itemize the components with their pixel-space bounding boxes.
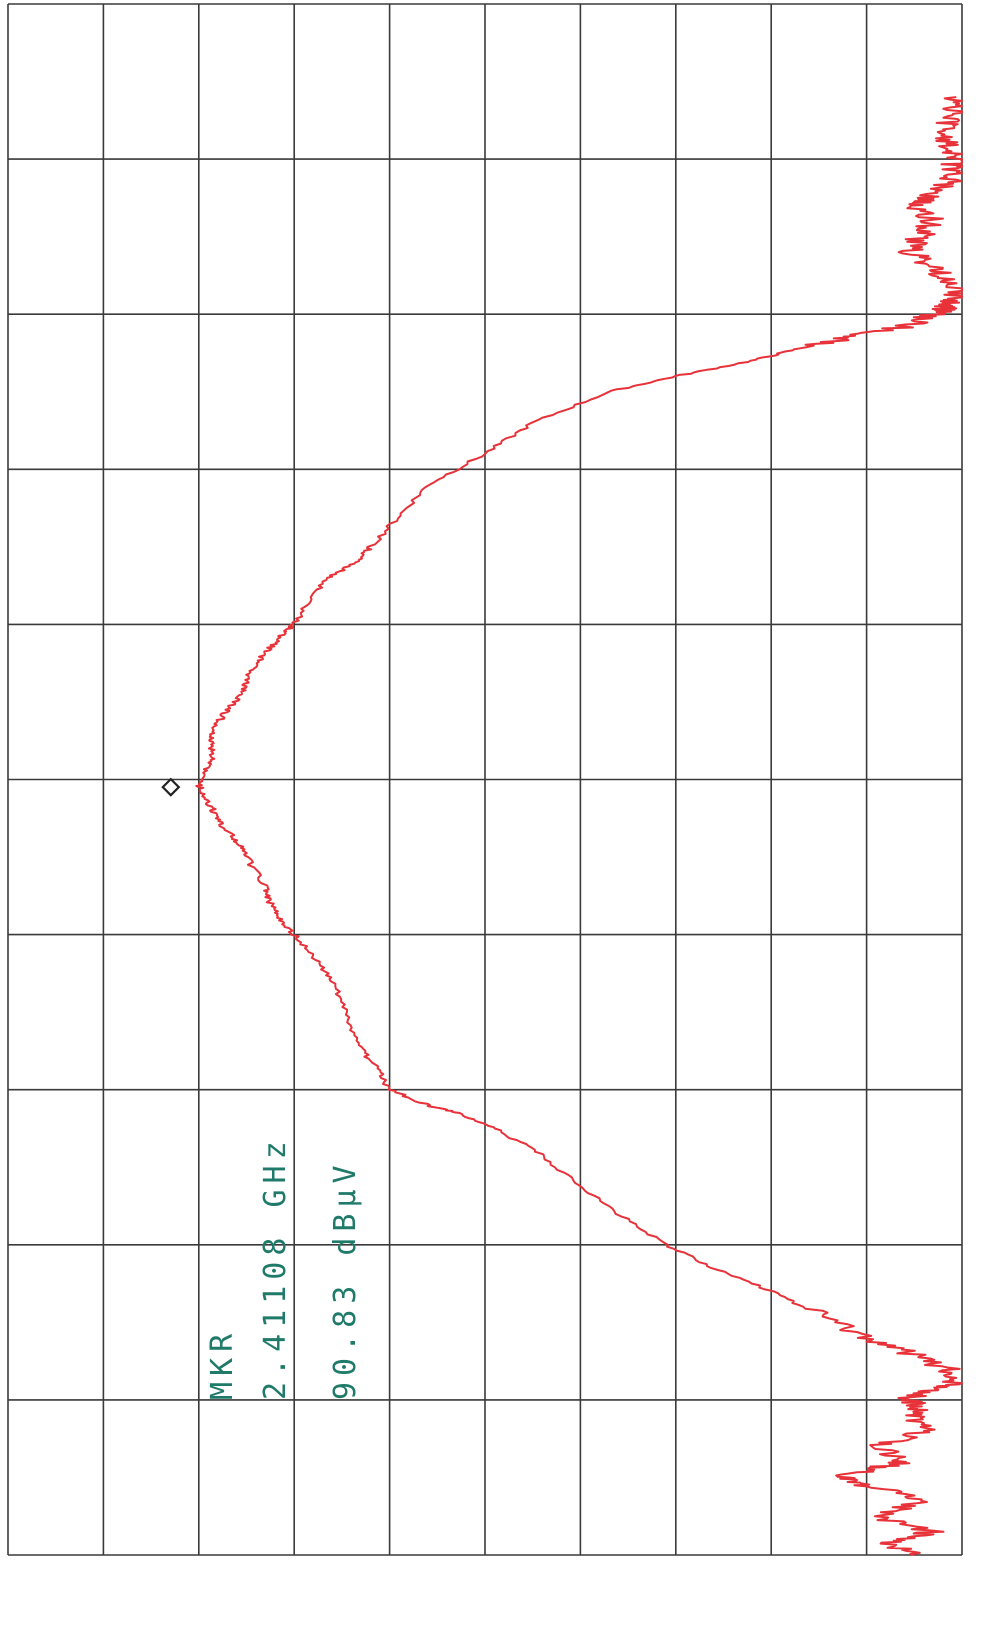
- spectrum-trace: [195, 96, 963, 1556]
- marker-frequency: 2.41108 GHz: [258, 1135, 293, 1400]
- marker-label: MKR: [205, 1328, 240, 1400]
- marker-diamond-icon: [161, 777, 181, 797]
- graticule: [7, 3, 963, 1556]
- marker-amplitude: 90.83 dBμV: [328, 1159, 363, 1400]
